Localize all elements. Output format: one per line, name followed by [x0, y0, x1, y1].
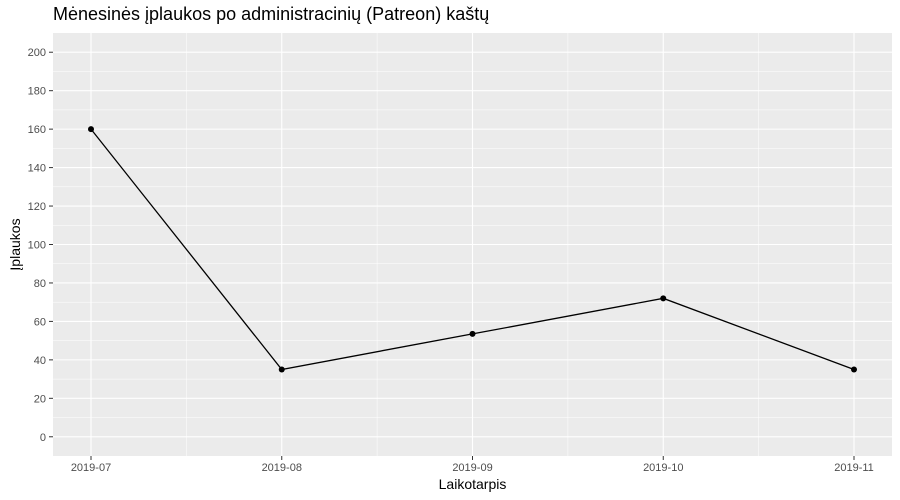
y-tick-label: 60 [34, 316, 46, 328]
y-axis: 0 20 40 60 80 100 120 140 160 180 200 [28, 47, 53, 444]
y-tick-label: 180 [28, 86, 46, 98]
data-point [469, 330, 476, 337]
y-tick-label: 120 [28, 201, 46, 213]
y-tick-label: 140 [28, 163, 46, 175]
y-tick-label: 160 [28, 124, 46, 136]
x-tick-label: 2019-10 [643, 462, 683, 474]
x-tick-label: 2019-09 [452, 462, 492, 474]
x-tick-label: 2019-08 [262, 462, 302, 474]
chart-title: Mėnesinės įplaukos po administracinių (P… [53, 4, 490, 24]
y-tick-label: 0 [40, 432, 46, 444]
data-point [88, 126, 94, 133]
x-axis-title: Laikotarpis [439, 476, 507, 492]
y-tick-label: 100 [28, 240, 46, 252]
data-point [660, 295, 667, 302]
y-tick-label: 40 [34, 355, 46, 367]
y-tick-label: 200 [28, 47, 46, 59]
series-layer [88, 126, 857, 373]
data-point [851, 366, 857, 373]
x-axis: 2019-07 2019-08 2019-09 2019-10 2019-11 [71, 456, 874, 474]
grid-major [53, 33, 892, 456]
x-tick-label: 2019-07 [71, 462, 111, 474]
data-point [278, 366, 285, 373]
y-axis-title: Įplaukos [7, 218, 23, 270]
x-tick-label: 2019-11 [834, 462, 874, 474]
y-tick-label: 20 [34, 393, 46, 405]
y-tick-label: 80 [34, 278, 46, 290]
